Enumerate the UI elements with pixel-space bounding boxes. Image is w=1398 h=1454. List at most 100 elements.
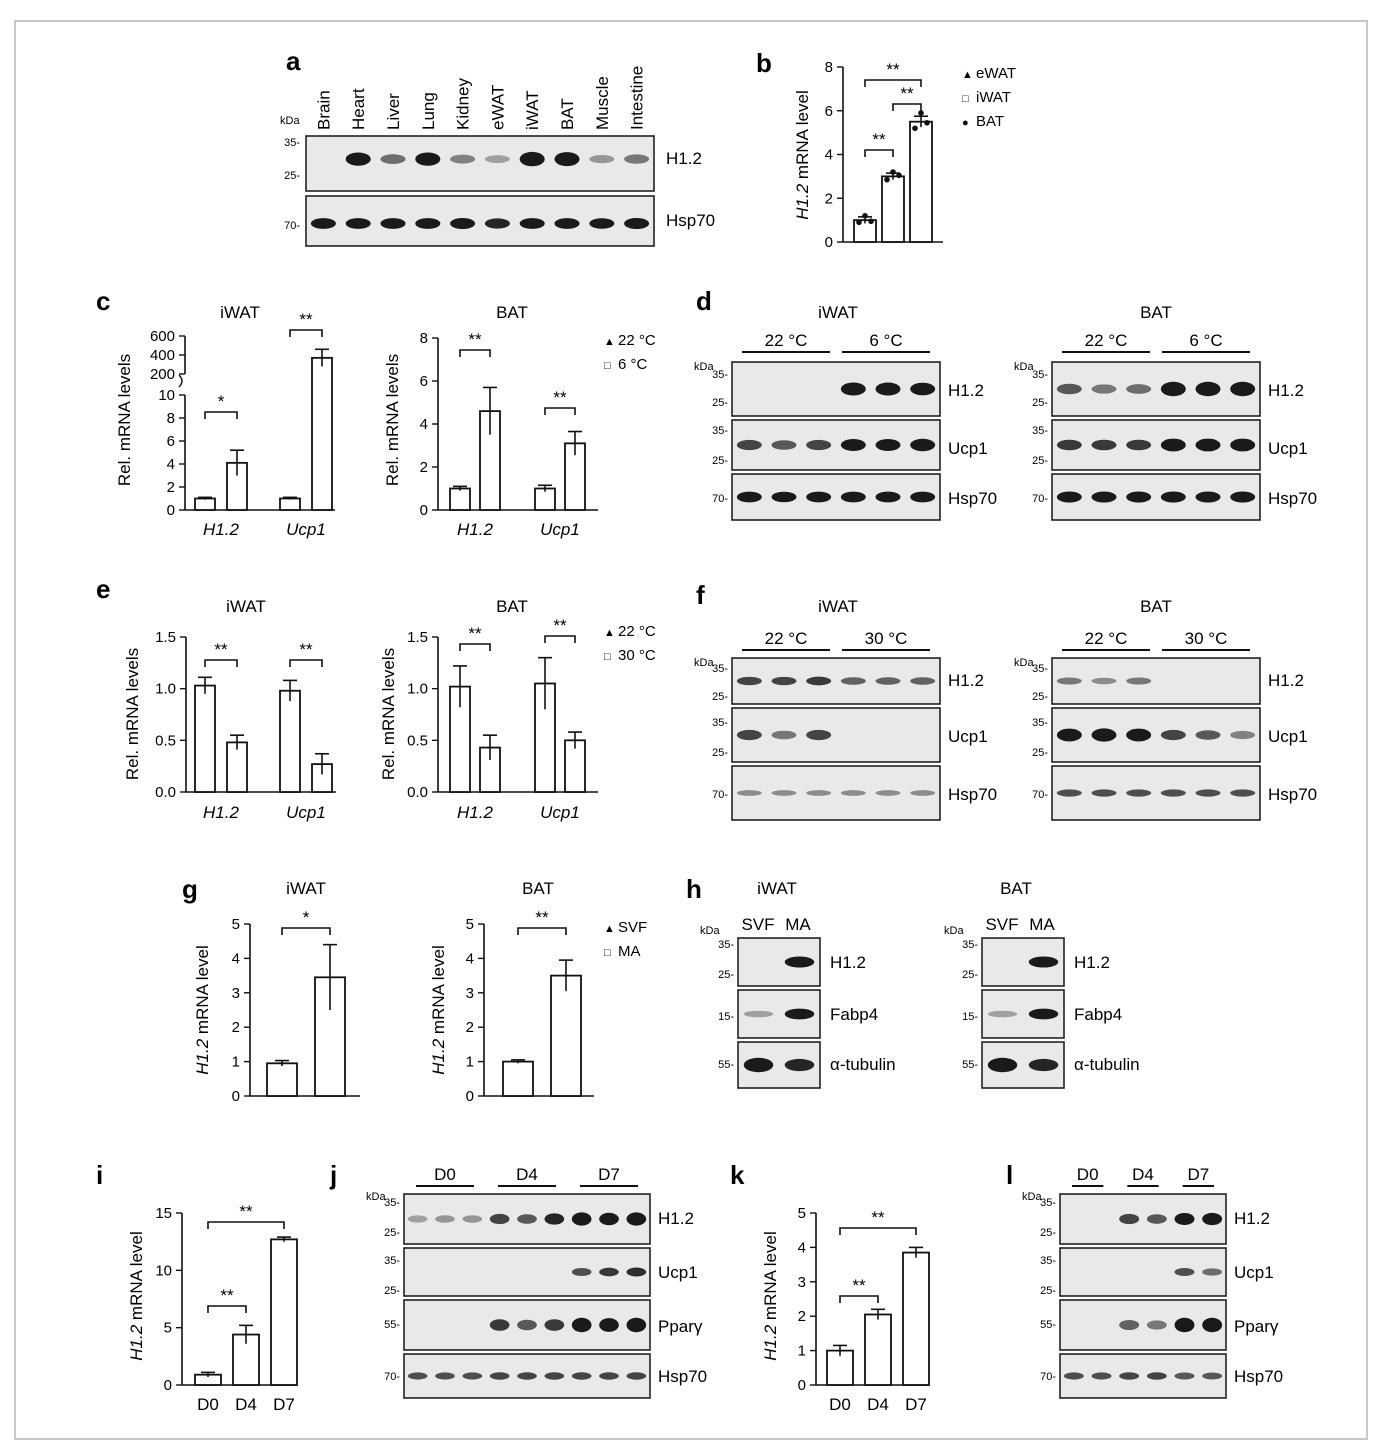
blot-l-h12-band (1174, 1213, 1195, 1225)
blot-j-ppary-band (599, 1318, 619, 1332)
blot-d-hsp70-band (771, 491, 797, 503)
c-iwat-axis-break (178, 374, 183, 388)
i-x-label: D0 (197, 1395, 219, 1414)
blot-j-hsp70-band (599, 1372, 619, 1380)
blot-j-hsp70-band (544, 1372, 565, 1380)
lane-label: eWAT (488, 85, 507, 130)
b-legend-marker: ▲ (962, 69, 973, 81)
c-iwat-ylabel: Rel. mRNA levels (115, 354, 134, 486)
blot-j-ppary-band (544, 1319, 565, 1331)
kda-marker: 35- (712, 717, 728, 729)
blot-j-h12-band (489, 1213, 510, 1225)
d-title: iWAT (818, 303, 858, 322)
lane-label: BAT (558, 98, 577, 130)
blot-row-label: Ucp1 (948, 439, 988, 458)
k-x-label: D4 (867, 1395, 889, 1414)
blot-d-hsp70-band (910, 491, 936, 503)
e-bat-ytick-label: 0.5 (407, 732, 428, 749)
e-bat-x-label: Ucp1 (540, 803, 580, 822)
lane-label: Intestine (628, 66, 647, 130)
blot-l-ppary-band (1174, 1317, 1195, 1333)
i-ylabel-text: H1.2 mRNA level (127, 1231, 146, 1360)
blot-a-hsp70-band (345, 218, 371, 229)
blot-l-ppary-band (1119, 1319, 1140, 1331)
e-legend-label: 30 °C (618, 647, 656, 664)
ylabel-gene: H1.2 (127, 1324, 146, 1360)
ylabel-gene: H1.2 (429, 1038, 448, 1074)
kda-marker: 55- (1040, 1319, 1056, 1331)
g-bat-ytick-label: 3 (466, 985, 474, 1002)
g-bat-ytick-label: 2 (466, 1019, 474, 1036)
e-bat-x-label: H1.2 (457, 803, 493, 822)
i-x-label: D4 (235, 1395, 257, 1414)
blot-d-hsp70-band (806, 491, 832, 503)
b-point (890, 169, 896, 175)
k-ytick-label: 3 (798, 1274, 806, 1291)
c-iwat-ytick-label: 600 (150, 328, 175, 345)
blot-row-label: α-tubulin (1074, 1055, 1140, 1074)
blot-f-hsp70-band (1056, 789, 1082, 797)
blot-f-ucp1-band (771, 730, 797, 740)
d-condition-label: 22 °C (765, 331, 808, 350)
blot-f-ucp1 (731, 707, 941, 763)
blot-d-h12-band (910, 382, 936, 396)
blot-f-ucp1-band (1126, 728, 1152, 742)
blot-j-h12-band (599, 1212, 619, 1226)
blot-f-h12-band (736, 676, 762, 686)
blot-l-hsp70-band (1146, 1372, 1167, 1380)
k-sig-bracket (839, 1295, 879, 1303)
c-bat-ytick-label: 2 (420, 459, 428, 476)
lane-label: MA (785, 915, 811, 934)
blot-d-h12-band (1091, 384, 1117, 394)
g-legend-marker: □ (604, 947, 611, 959)
blot-f-hsp70-band (910, 790, 936, 796)
k-x-label: D7 (905, 1395, 927, 1414)
blot-j-h12-band (462, 1215, 483, 1223)
g-bat-ytick-label: 0 (466, 1088, 474, 1105)
f-condition-label: 30 °C (1185, 629, 1228, 648)
blot-d-ucp1-band (1160, 438, 1186, 452)
blot-d-h12 (1051, 361, 1261, 417)
lane-label: SVF (741, 915, 774, 934)
blot-j-h12-band (517, 1214, 537, 1224)
blot-row-label: Hsp70 (1234, 1367, 1283, 1386)
b-bar (909, 120, 933, 243)
panel-label: f (696, 580, 705, 610)
blot-l-hsp70-band (1091, 1372, 1112, 1380)
i-ytick-label: 0 (164, 1377, 172, 1394)
blot-d-hsp70 (1051, 473, 1261, 521)
b-sig-mark: ** (900, 84, 914, 103)
blot-row-label: Fabp4 (830, 1005, 878, 1024)
blot-d-ucp1-band (1195, 438, 1221, 452)
panel-label: a (286, 46, 301, 76)
k-bar (902, 1251, 930, 1386)
c-bat-x-label: H1.2 (457, 520, 493, 539)
blot-row-label: Hsp70 (948, 785, 997, 804)
blot-d-ucp1-band (1126, 439, 1152, 451)
c-bat-ytick-label: 0 (420, 502, 428, 519)
blot-f-h12-band (806, 676, 832, 686)
kda-marker: 35- (384, 1255, 400, 1267)
c-iwat-ytick-label: 10 (158, 387, 175, 404)
blot-a-h12-band (345, 152, 371, 166)
kda-marker: 55- (384, 1319, 400, 1331)
kda-marker: 25- (284, 170, 300, 182)
blot-h-fabp4-band (987, 1010, 1018, 1018)
f-condition-label: 30 °C (865, 629, 908, 648)
lane-label: MA (1029, 915, 1055, 934)
kda-marker: 25- (712, 691, 728, 703)
blot-l-ppary (1059, 1299, 1227, 1351)
c-bat-ytick-label: 6 (420, 373, 428, 390)
blot-j-h12-band (407, 1215, 428, 1223)
blot-d-ucp1 (731, 419, 941, 471)
e-bat-ylabel: Rel. mRNA levels (379, 648, 398, 780)
b-point (912, 125, 918, 132)
b-bar (881, 175, 905, 243)
blot-d-ucp1-band (840, 439, 866, 451)
e-bat-ylabel-text: Rel. mRNA levels (379, 648, 398, 780)
e-iwat-ytick-label: 0.5 (155, 732, 176, 749)
c-bat-ytick-label: 8 (420, 330, 428, 347)
i-ytick-label: 15 (155, 1205, 172, 1222)
blot-j-h12-band (544, 1213, 565, 1225)
